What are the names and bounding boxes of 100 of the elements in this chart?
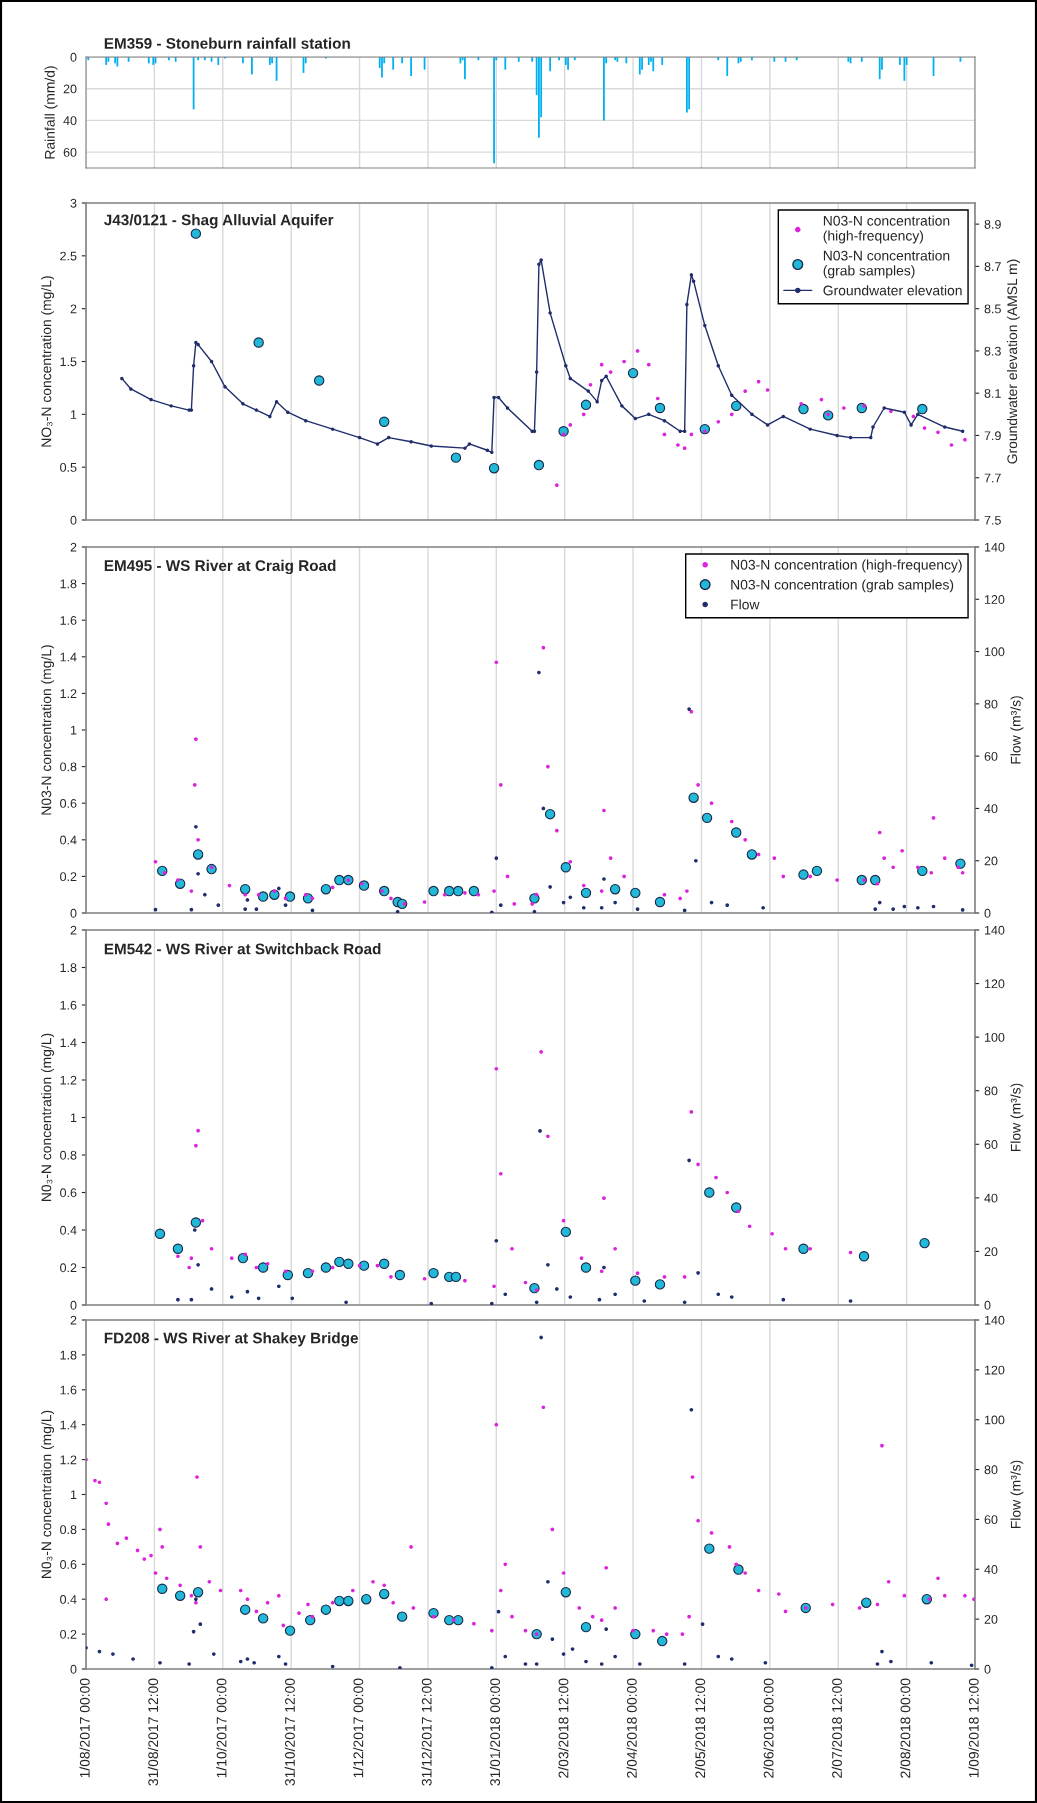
y-tick-label: 0.2: [60, 1629, 77, 1639]
x-tick-label: 2/03/2018 12:00: [558, 1678, 569, 1778]
legend-label: N03-N concentration (grab samples): [823, 250, 950, 279]
legend-label: Groundwater elevation: [823, 285, 962, 296]
y-tick-label: 0.6: [60, 799, 77, 808]
x-tick-label: 2/05/2018 12:00: [694, 1678, 706, 1778]
y-tick-label: 1: [70, 1113, 77, 1123]
y-tick-label: 3: [70, 198, 77, 208]
y2-tick-label: 80: [984, 699, 998, 709]
y-axis-title: N0₃-N concentration (mg/L): [41, 1033, 55, 1201]
y2-tick-label: 40: [984, 1565, 998, 1574]
y2-tick-label: 7.9: [984, 431, 1001, 441]
y2-tick-label: 140: [984, 925, 1005, 935]
y2-tick-label: 8.7: [984, 262, 1001, 272]
y-tick-label: 1.4: [60, 1420, 77, 1430]
y-tick-label: 2: [70, 925, 77, 935]
y2-tick-label: 8.9: [984, 219, 1001, 229]
y-tick-label: 1.6: [60, 1000, 77, 1010]
y2-tick-label: 60: [984, 1515, 998, 1525]
y-tick-label: 0.8: [60, 1150, 77, 1160]
y-tick-label: 0.4: [60, 1225, 77, 1235]
y2-tick-label: 100: [984, 1415, 1005, 1425]
y2-axis-title: Flow (m³/s): [1010, 1083, 1024, 1152]
y2-tick-label: 40: [984, 804, 998, 814]
y-axis-title: N03-N concentration (mg/L): [41, 645, 55, 815]
y-tick-label: 1.4: [60, 652, 77, 662]
x-tick-label: 2/06/2018 00:00: [763, 1678, 774, 1778]
y-tick-label: 1.2: [60, 1455, 77, 1465]
y-tick-label: 0: [70, 1664, 77, 1674]
x-tick-label: 31/10/2017 12:00: [284, 1678, 295, 1786]
y-tick-label: 0.6: [60, 1188, 77, 1198]
text: FD208 - WS River at Shakey Bridge: [104, 1332, 358, 1347]
y2-tick-label: 60: [984, 751, 998, 761]
y-tick-label: 1.8: [60, 963, 77, 973]
x-tick-label: 1/08/2017 00:00: [79, 1678, 90, 1778]
y2-tick-label: 120: [984, 1365, 1005, 1375]
y2-tick-label: 100: [984, 1032, 1005, 1042]
x-tick-label: 1/10/2017 00:00: [216, 1678, 227, 1778]
y2-axis-title: Groundwater elevation (AMSL m): [1006, 259, 1020, 464]
y2-tick-label: 8.5: [984, 304, 1001, 314]
y-tick-label: 0.4: [60, 1595, 77, 1604]
y2-tick-label: 120: [984, 979, 1005, 989]
y-tick-label: 0: [70, 515, 77, 525]
y-tick-label: 2: [70, 304, 77, 314]
y-tick-label: 2.5: [60, 251, 77, 261]
y-tick-label: 1: [70, 410, 77, 419]
y2-tick-label: 0: [984, 1664, 991, 1674]
y-tick-label: 2: [70, 542, 77, 552]
y-tick-label: 0.5: [60, 462, 77, 472]
y2-tick-label: 0: [984, 1300, 991, 1310]
x-tick-label: 1/09/2018 12:00: [968, 1678, 979, 1778]
y2-tick-label: 140: [984, 1315, 1005, 1325]
y2-tick-label: 120: [984, 595, 1005, 604]
y-tick-label: 1.8: [60, 579, 77, 589]
legend-label: N03-N concentration (high-frequency): [823, 215, 950, 244]
y2-tick-label: 20: [984, 1247, 998, 1257]
y2-axis-title: Flow (m³/s): [1010, 696, 1024, 764]
y-axis-title: NO₃-N concentration (mg/L): [41, 276, 55, 447]
y2-axis-title: Flow (m³/s): [1010, 1460, 1024, 1529]
y2-tick-label: 140: [984, 542, 1005, 552]
y2-tick-label: 40: [984, 1193, 998, 1203]
y-tick-label: 1.4: [60, 1038, 77, 1048]
y2-tick-label: 7.7: [984, 473, 1001, 483]
y-tick-label: 0: [70, 908, 77, 918]
text: J43/0121 - Shag Alluvial Aquifer: [104, 214, 334, 229]
legend-label: N03-N concentration (grab samples): [731, 579, 954, 593]
y2-tick-label: 8.3: [984, 346, 1001, 356]
y-tick-label: 0.6: [60, 1560, 77, 1569]
y2-tick-label: 20: [984, 1614, 998, 1624]
y2-tick-label: 60: [984, 1140, 998, 1149]
y2-tick-label: 7.5: [984, 515, 1001, 525]
y-tick-label: 1.6: [60, 1385, 77, 1395]
x-tick-label: 31/08/2017 12:00: [147, 1678, 159, 1786]
y-tick-label: 40: [63, 116, 77, 126]
y2-tick-label: 8.1: [984, 389, 1001, 398]
y-tick-label: 0.2: [60, 1263, 77, 1273]
y-tick-label: 1: [70, 725, 77, 735]
y-tick-label: 1.8: [60, 1350, 77, 1360]
y2-tick-label: 80: [984, 1086, 998, 1096]
x-tick-label: 2/07/2018 12:00: [831, 1678, 842, 1778]
y-axis-title: Rainfall (mm/d): [44, 66, 58, 159]
chart-title: EM359 - Stoneburn rainfall station: [104, 37, 350, 49]
text: EM542 - WS River at Switchback Road: [104, 943, 381, 955]
y-axis-title: N0₃-N concentration (mg/L): [41, 1410, 55, 1578]
y-tick-label: 0: [70, 1300, 77, 1310]
y-tick-label: 1: [70, 1490, 77, 1500]
y-tick-label: 0.4: [60, 835, 77, 845]
y-tick-label: 0: [70, 52, 77, 62]
x-tick-label: 2/04/2018 00:00: [626, 1678, 637, 1778]
y-tick-label: 1.5: [60, 357, 77, 367]
legend-label: Flow: [731, 599, 760, 610]
y-tick-label: 0.8: [60, 1525, 77, 1535]
y2-tick-label: 20: [984, 856, 998, 866]
y-tick-label: 0.8: [60, 762, 77, 772]
y-tick-label: 2: [70, 1315, 77, 1325]
legend-label: N03-N concentration (high-frequency): [731, 559, 962, 573]
y-tick-label: 1.6: [60, 616, 77, 625]
y-tick-label: 60: [63, 147, 77, 157]
x-tick-label: 31/12/2017 12:00: [421, 1678, 432, 1786]
y2-tick-label: 0: [984, 908, 991, 918]
